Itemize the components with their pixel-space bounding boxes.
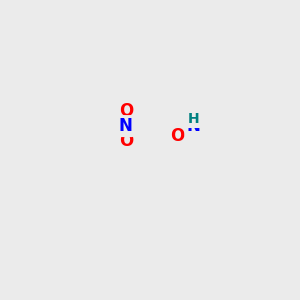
Text: O: O (171, 127, 185, 145)
Text: O: O (119, 132, 133, 150)
Text: N: N (187, 117, 200, 135)
Text: O: O (119, 102, 133, 120)
Text: N: N (118, 117, 132, 135)
Text: H: H (188, 112, 200, 126)
